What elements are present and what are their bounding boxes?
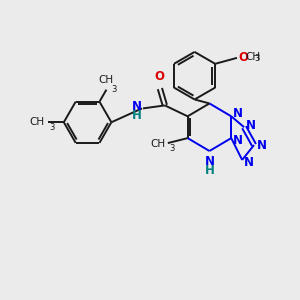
Text: CH: CH xyxy=(151,139,166,149)
Text: CH: CH xyxy=(30,117,45,127)
Text: N: N xyxy=(233,134,243,147)
Text: N: N xyxy=(132,100,142,113)
Text: H: H xyxy=(205,164,214,177)
Text: 3: 3 xyxy=(111,85,117,94)
Text: CH: CH xyxy=(245,52,260,62)
Text: N: N xyxy=(233,107,243,120)
Text: 3: 3 xyxy=(169,143,174,152)
Text: N: N xyxy=(246,119,256,132)
Text: O: O xyxy=(238,51,248,64)
Text: N: N xyxy=(204,155,214,168)
Text: O: O xyxy=(154,70,164,83)
Text: CH: CH xyxy=(99,75,114,85)
Text: N: N xyxy=(257,139,267,152)
Text: 3: 3 xyxy=(254,54,259,63)
Text: H: H xyxy=(132,109,142,122)
Text: 3: 3 xyxy=(49,123,54,132)
Text: N: N xyxy=(244,156,254,170)
